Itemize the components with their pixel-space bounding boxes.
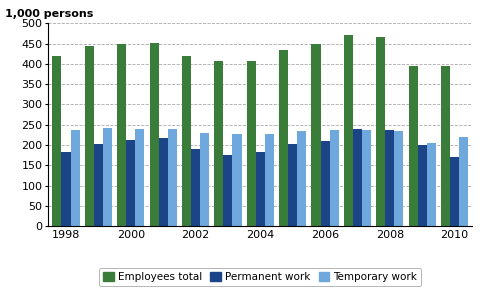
Bar (344, 35, 353, 226)
Bar (103, 128, 112, 226)
Bar (85, 46, 94, 226)
Bar (168, 129, 177, 226)
Bar (53, 56, 62, 226)
Bar (417, 145, 427, 226)
Bar (311, 44, 321, 226)
Bar (394, 131, 403, 226)
Bar (353, 129, 362, 226)
Bar (182, 57, 191, 226)
Bar (427, 143, 436, 226)
Bar (265, 134, 274, 226)
Bar (385, 130, 394, 226)
Bar (409, 66, 417, 226)
Bar (362, 130, 371, 226)
Bar (256, 152, 265, 226)
Bar (450, 157, 459, 226)
Bar (223, 155, 232, 226)
Bar (330, 130, 339, 226)
Bar (214, 61, 223, 226)
Bar (159, 138, 168, 226)
Bar (459, 137, 468, 226)
Legend: Employees total, Permanent work, Temporary work: Employees total, Permanent work, Tempora… (99, 268, 421, 286)
Bar (247, 61, 256, 226)
Bar (149, 43, 159, 226)
Bar (288, 144, 297, 226)
Bar (279, 50, 288, 226)
Bar (135, 129, 145, 226)
Bar (376, 37, 385, 226)
Bar (441, 66, 450, 226)
Bar (126, 140, 135, 226)
Bar (200, 133, 209, 226)
Bar (232, 134, 241, 226)
Bar (94, 144, 103, 226)
Bar (297, 131, 306, 226)
Bar (321, 141, 330, 226)
Text: 1,000 persons: 1,000 persons (5, 9, 93, 19)
Bar (191, 149, 200, 226)
Bar (70, 130, 80, 226)
Bar (62, 152, 70, 226)
Bar (117, 44, 126, 226)
